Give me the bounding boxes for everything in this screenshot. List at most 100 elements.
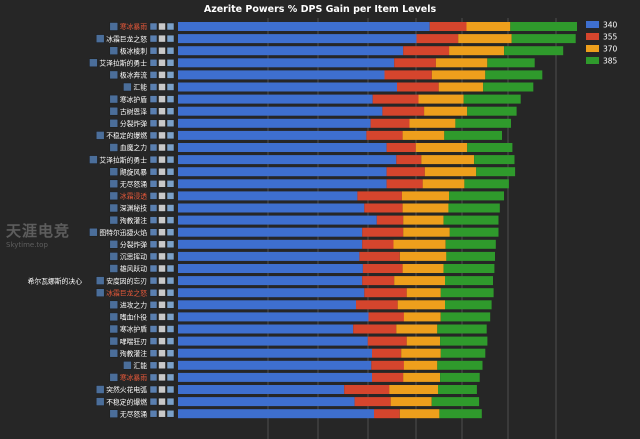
weapon-icon — [158, 349, 166, 357]
row-label-29: 寒冰暴雨 — [109, 373, 175, 382]
azerite-power-icon — [95, 34, 105, 43]
weapon-icon — [158, 337, 166, 345]
bar-row21-370 — [394, 276, 445, 286]
bar-row2-340 — [178, 46, 404, 56]
row-label-12: 飓旋风暴 — [109, 167, 175, 176]
bar-row20-340 — [178, 264, 363, 273]
row-label-5: 汇能 — [123, 83, 175, 92]
spec-icon — [149, 167, 158, 176]
legend-label-355: 355 — [603, 33, 618, 42]
azerite-power-icon — [109, 373, 119, 382]
azerite-power-icon — [89, 155, 98, 164]
armor-icon — [166, 325, 175, 333]
weapon-icon — [158, 95, 166, 103]
bar-row12-385 — [476, 167, 516, 177]
weapon-icon — [158, 167, 166, 176]
armor-icon — [166, 83, 175, 91]
bar-row11-370 — [421, 155, 475, 165]
row-label-21: 安度因的忘刃 — [95, 276, 175, 285]
bar-row3-340 — [178, 58, 395, 68]
spec-icon — [149, 59, 158, 67]
legend-label-385: 385 — [603, 57, 618, 66]
weapon-icon — [158, 71, 166, 79]
watermark-site: Skytime.top — [6, 241, 48, 249]
armor-icon — [166, 95, 175, 103]
row-label-text: 嗜血仆役 — [120, 313, 147, 322]
weapon-icon — [158, 228, 166, 236]
spec-icon — [149, 83, 158, 91]
row-label-text: 冰霜巨龙之怒 — [106, 34, 147, 43]
bar-row4-370 — [431, 70, 486, 80]
weapon-icon — [158, 397, 166, 406]
spec-icon — [149, 361, 158, 370]
row-label-text: 分裂炸弹 — [120, 119, 147, 128]
azerite-power-icon — [95, 288, 105, 297]
spec-icon — [149, 409, 158, 418]
azerite-power-icon — [95, 276, 105, 285]
weapon-icon — [158, 143, 166, 152]
bar-row16-355 — [376, 215, 404, 225]
bar-row15-355 — [364, 203, 403, 213]
bar-row28-385 — [437, 360, 483, 370]
row-label-text: 血魔之力 — [120, 143, 147, 152]
bar-row28-355 — [371, 360, 404, 370]
bar-row16-385 — [443, 215, 499, 225]
row-label-text: 深渊秘技 — [120, 204, 147, 213]
weapon-icon — [158, 216, 166, 224]
bar-row23-340 — [178, 300, 356, 310]
row-label-11: 艾泽拉斯的勇士 — [89, 155, 175, 164]
azerite-power-icon — [89, 58, 98, 68]
row-label-17: 图特尔迅捷火焰 — [89, 227, 175, 237]
bar-row18-370 — [393, 239, 446, 249]
bar-row4-385 — [485, 70, 543, 80]
row-label-22: 冰霜巨龙之怒 — [95, 288, 175, 297]
armor-icon — [166, 288, 175, 297]
bar-row7-340 — [178, 106, 383, 116]
spec-icon — [149, 228, 158, 236]
spec-icon — [149, 143, 158, 152]
row-label-text: 冰霜浸透 — [120, 192, 147, 201]
weapon-icon — [158, 373, 166, 382]
bar-row17-340 — [178, 227, 363, 237]
row-label-14: 冰霜浸透 — [109, 192, 175, 201]
bar-row30-370 — [389, 385, 438, 394]
row-label-text: 汇能 — [133, 83, 147, 92]
legend-swatch-370 — [586, 45, 599, 52]
spec-icon — [149, 216, 158, 224]
legend-label-340: 340 — [603, 21, 618, 30]
weapon-icon — [158, 119, 166, 128]
bar-row27-340 — [178, 348, 372, 358]
bar-row11-340 — [178, 155, 397, 165]
bar-row17-355 — [362, 227, 404, 237]
bar-row22-355 — [364, 288, 407, 298]
legend-swatch-340 — [586, 21, 599, 28]
row-label-text: 飓旋风暴 — [120, 167, 147, 176]
bar-row22-385 — [440, 288, 494, 298]
armor-icon — [166, 143, 175, 152]
armor-icon — [166, 22, 175, 31]
azerite-power-icon — [109, 119, 119, 128]
azerite-power-icon — [95, 397, 105, 406]
row-label-0: 寒冰暴雨 — [109, 22, 175, 31]
weapon-icon — [158, 361, 166, 370]
bar-row26-385 — [440, 336, 488, 346]
bar-row20-370 — [402, 264, 444, 273]
weapon-icon — [158, 59, 166, 67]
armor-icon — [166, 107, 175, 115]
azerite-power-icon — [89, 227, 98, 237]
weapon-icon — [158, 131, 166, 140]
bar-row8-355 — [370, 118, 410, 128]
bar-row9-370 — [402, 130, 445, 140]
bar-row15-385 — [448, 203, 500, 213]
bar-row5-340 — [178, 82, 397, 92]
bar-row14-385 — [449, 191, 504, 201]
bar-row13-340 — [178, 179, 387, 189]
bar-row19-370 — [399, 251, 447, 261]
azerite-power-icon — [109, 215, 119, 225]
bar-row23-355 — [356, 300, 398, 310]
armor-icon — [166, 276, 175, 285]
bar-row9-340 — [178, 130, 367, 140]
azerite-power-icon — [109, 264, 119, 273]
bar-row8-385 — [455, 118, 511, 128]
weapon-icon — [158, 83, 166, 91]
